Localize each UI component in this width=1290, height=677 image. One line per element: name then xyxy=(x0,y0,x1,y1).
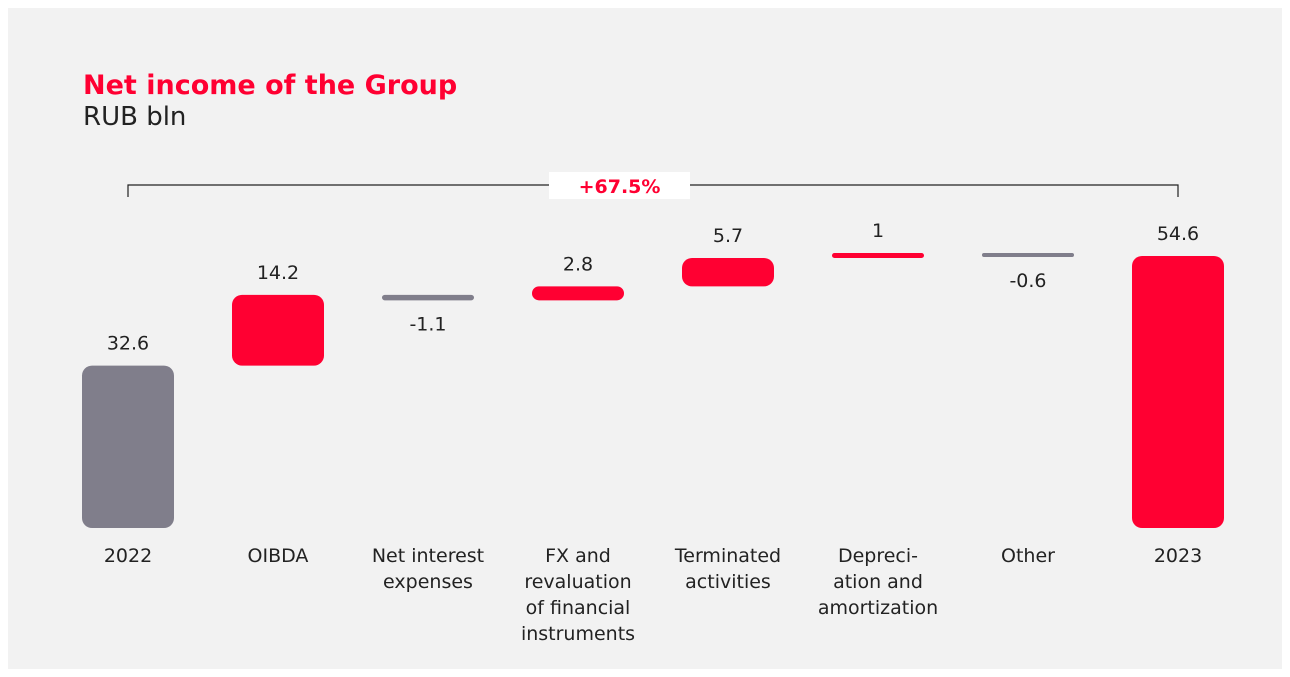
value-label: 5.7 xyxy=(713,225,743,247)
bar xyxy=(1132,256,1224,528)
category-label: Other xyxy=(1001,545,1055,567)
category-label: FX and revaluation of financial instrume… xyxy=(520,545,636,645)
bar xyxy=(832,253,924,258)
value-label: 1 xyxy=(872,220,884,242)
panel xyxy=(8,8,1282,669)
bar xyxy=(382,294,474,301)
chart-subtitle: RUB bln xyxy=(83,102,187,132)
value-label: 54.6 xyxy=(1157,223,1199,245)
category-label: 2022 xyxy=(103,545,153,567)
bar xyxy=(532,286,624,301)
category-label: 2023 xyxy=(1153,545,1203,567)
annotation: +67.5% xyxy=(579,176,661,198)
value-label: -0.6 xyxy=(1009,270,1046,292)
bar xyxy=(82,365,174,528)
value-label: 32.6 xyxy=(107,333,149,355)
bar xyxy=(232,294,324,366)
category-label: OIBDA xyxy=(247,545,309,567)
value-label: 2.8 xyxy=(563,253,593,275)
chart-title: Net income of the Group xyxy=(83,70,458,101)
category-label: Net interest expenses xyxy=(371,545,485,593)
annotation-box xyxy=(549,172,690,199)
bar xyxy=(982,253,1074,258)
category-label: Terminated activities xyxy=(674,545,782,593)
bar xyxy=(682,257,774,287)
value-label: 14.2 xyxy=(257,262,299,284)
category-label: Depreci- ation and amortization xyxy=(817,545,939,619)
value-label: -1.1 xyxy=(409,313,446,335)
